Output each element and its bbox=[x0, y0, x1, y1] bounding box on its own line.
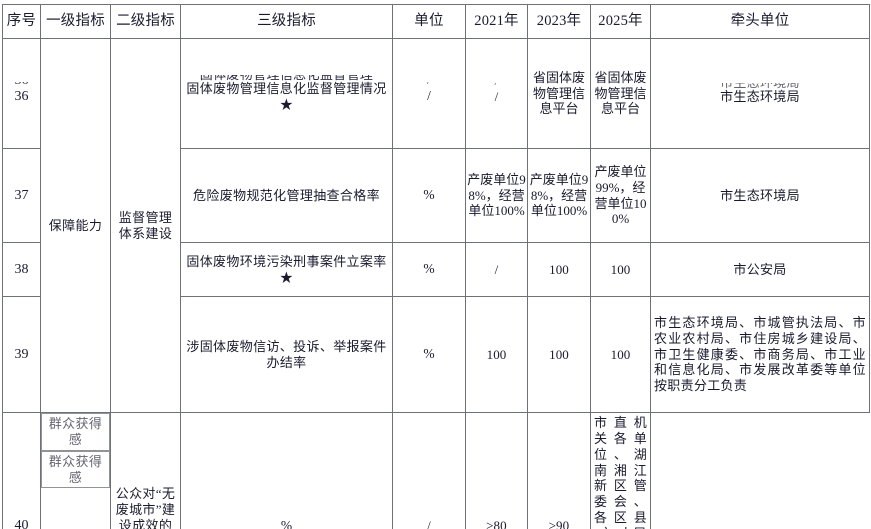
table-row: 37 危险废物规范化管理抽查合格率 % 产废单位98%，经营单位100% 产废单… bbox=[2, 148, 870, 243]
row-level3: 固体废物管理信息化监督管理 固体废物管理信息化监督管理情况★ bbox=[180, 38, 393, 149]
row-seq: 38 bbox=[2, 242, 41, 297]
row-unit: % bbox=[392, 296, 466, 413]
org-ghost-artifact: 市生态环境局 bbox=[654, 83, 866, 90]
row-org: 市生态环境局 市生态环境局 bbox=[650, 38, 870, 149]
row-y2023: 产废单位98%，经营单位100% bbox=[527, 148, 591, 243]
row-y2021: 100 bbox=[465, 296, 528, 413]
row-org: 市生态环境局 bbox=[650, 148, 870, 243]
row-unit: % bbox=[392, 148, 466, 243]
row-y2021: / bbox=[465, 242, 528, 297]
row-org: 市公安局 bbox=[650, 242, 870, 297]
row-level2: 监督管理体系建设 bbox=[110, 38, 181, 413]
y2021-ghost-artifact: / bbox=[469, 83, 524, 89]
row-seq: 39 bbox=[2, 296, 41, 413]
row-unit: % bbox=[180, 411, 393, 529]
header-unit: 单位 bbox=[392, 4, 466, 39]
row-y2025: 100 bbox=[590, 296, 651, 413]
unit-value: / bbox=[427, 88, 431, 104]
row-y2025: 省固体废物管理信息平台 bbox=[590, 38, 651, 149]
table-row: 36 36 保障能力 监督管理体系建设 固体废物管理信息化监督管理 固体废物管理… bbox=[2, 38, 870, 413]
row-level1: 保障能力 bbox=[40, 38, 111, 413]
row-y2025: ≥90 bbox=[527, 411, 591, 529]
row-y2023: 100 bbox=[527, 296, 591, 413]
row-level3: 危险废物规范化管理抽查合格率 bbox=[180, 148, 393, 243]
row-unit: % bbox=[392, 242, 466, 297]
row-level1: 群众获得感 bbox=[41, 413, 110, 451]
seq-value: 36 bbox=[14, 88, 29, 104]
row-seq: 36 36 bbox=[2, 38, 41, 149]
row-y2021: 产废单位98%，经营单位100% bbox=[465, 148, 528, 243]
header-level3: 三级指标 bbox=[180, 4, 393, 39]
header-y2023: 2023年 bbox=[527, 4, 591, 39]
header-org: 牵头单位 bbox=[650, 4, 870, 39]
unit-ghost-artifact: / bbox=[396, 82, 462, 88]
row-y2021: / bbox=[392, 411, 466, 529]
org-text-block: 市生态环境局 市生态环境局 bbox=[654, 83, 866, 105]
level3-text-block: 固体废物管理信息化监督管理 固体废物管理信息化监督管理情况★ bbox=[184, 75, 389, 113]
header-row: 序号 一级指标 二级指标 三级指标 单位 2021年 2023年 2025年 牵… bbox=[2, 4, 870, 39]
indicator-table: 序号 一级指标 二级指标 三级指标 单位 2021年 2023年 2025年 牵… bbox=[2, 4, 870, 529]
table-row: 40 群众获得感 群众获得感 公众对“无废城市”建设成效的满意程度★ % / ≥… bbox=[2, 411, 870, 529]
row-y2025: 100 bbox=[590, 242, 651, 297]
row-org: 市直机关各单位、湖南湘江新区管委会、各区县(市)人民政府和各园区管委会按职责分工… bbox=[590, 411, 651, 529]
row-y2023: 省固体废物管理信息平台 bbox=[527, 38, 591, 149]
table-row: 38 固体废物环境污染刑事案件立案率★ % / 100 100 市公安局 bbox=[2, 242, 870, 297]
table-header: 序号 一级指标 二级指标 三级指标 单位 2021年 2023年 2025年 牵… bbox=[2, 4, 870, 39]
row-level2: 群众获得感 bbox=[41, 450, 110, 489]
level3-value: 固体废物管理信息化监督管理情况★ bbox=[186, 80, 387, 112]
row-y2023: 100 bbox=[527, 242, 591, 297]
seq-ghost-artifact: 36 bbox=[6, 82, 37, 88]
row-seq: 37 bbox=[2, 148, 41, 243]
y2023-value: 省固体废物管理信息平台 bbox=[532, 69, 585, 117]
row-seq: 40 bbox=[2, 411, 41, 529]
row-level3: 公众对“无废城市”建设成效的满意程度★ bbox=[110, 411, 181, 529]
header-level2: 二级指标 bbox=[110, 4, 181, 39]
row-y2023: ≥80 bbox=[465, 411, 528, 529]
row-y2021: / / bbox=[465, 38, 528, 149]
header-y2025: 2025年 bbox=[590, 4, 651, 39]
level3-ghost-artifact: 固体废物管理信息化监督管理 bbox=[184, 75, 389, 82]
y2021-value: / bbox=[494, 88, 499, 104]
header-seq: 序号 bbox=[2, 4, 41, 39]
table-body: 36 36 保障能力 监督管理体系建设 固体废物管理信息化监督管理 固体废物管理… bbox=[2, 38, 870, 529]
org-value: 市生态环境局 bbox=[720, 88, 800, 104]
table-row: 39 涉固体废物信访、投诉、举报案件办结率 % 100 100 100 市生态环… bbox=[2, 296, 870, 413]
row-unit: / / bbox=[392, 38, 466, 149]
row-y2025: 产废单位99%，经营单位100% bbox=[590, 148, 651, 243]
header-y2021: 2021年 bbox=[465, 4, 528, 39]
y2025-value: 省固体废物管理信息平台 bbox=[594, 69, 647, 117]
header-level1: 一级指标 bbox=[40, 4, 111, 39]
row-level3: 涉固体废物信访、投诉、举报案件办结率 bbox=[180, 296, 393, 413]
row-org: 市生态环境局、市城管执法局、市农业农村局、市住房城乡建设局、市卫生健康委、市商务… bbox=[650, 296, 870, 413]
row-level3: 固体废物环境污染刑事案件立案率★ bbox=[180, 242, 393, 297]
